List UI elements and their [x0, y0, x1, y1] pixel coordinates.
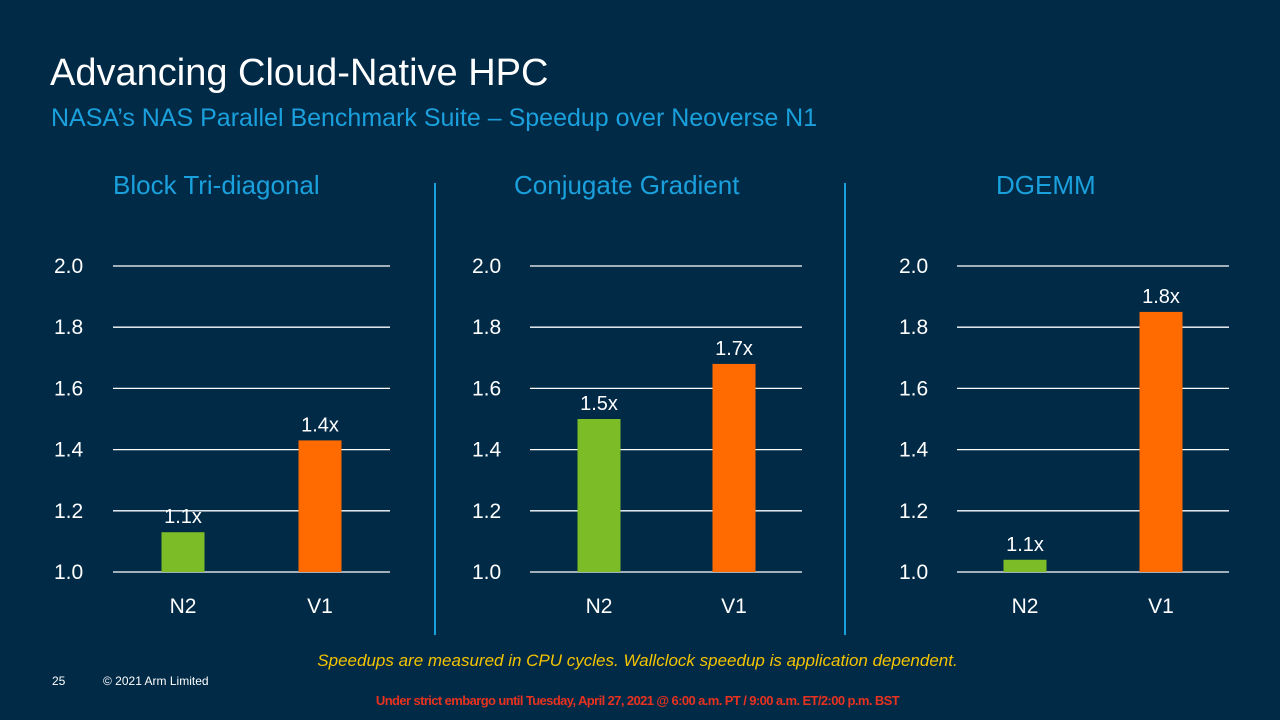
bar-v1: [298, 440, 342, 572]
slide-subtitle: NASA’s NAS Parallel Benchmark Suite – Sp…: [51, 104, 818, 132]
data-label: 1.1x: [1006, 534, 1044, 556]
x-tick-label: N2: [1012, 595, 1039, 618]
y-tick-label: 2.0: [899, 255, 928, 278]
y-tick-label: 1.0: [899, 561, 928, 584]
data-label: 1.1x: [164, 506, 202, 528]
y-tick-label: 1.2: [472, 500, 501, 523]
page-number: 25: [52, 674, 66, 688]
y-tick-label: 1.4: [472, 439, 502, 462]
chart-title-block-tridiagonal: Block Tri-diagonal: [113, 170, 320, 200]
y-tick-label: 1.6: [54, 377, 83, 400]
y-tick-label: 1.8: [54, 316, 83, 339]
y-tick-label: 1.4: [899, 439, 929, 462]
y-tick-label: 1.6: [472, 377, 501, 400]
chart-title-conjugate-gradient: Conjugate Gradient: [514, 170, 740, 200]
y-tick-label: 1.2: [899, 500, 928, 523]
data-label: 1.4x: [301, 414, 339, 436]
y-tick-label: 1.0: [472, 561, 501, 584]
y-tick-label: 1.6: [899, 377, 928, 400]
bar-v1: [1139, 311, 1183, 572]
bar-n2: [577, 419, 621, 572]
y-tick-label: 1.2: [54, 500, 83, 523]
slide-title: Advancing Cloud-Native HPC: [50, 52, 549, 94]
y-tick-label: 1.0: [54, 561, 83, 584]
embargo-notice: Under strict embargo until Tuesday, Apri…: [375, 693, 900, 708]
y-tick-label: 1.8: [899, 316, 928, 339]
footnote: Speedups are measured in CPU cycles. Wal…: [317, 651, 958, 670]
y-tick-label: 2.0: [54, 255, 83, 278]
data-label: 1.5x: [580, 393, 618, 415]
bar-n2: [1003, 559, 1047, 572]
panel-divider-1: [434, 183, 436, 635]
copyright: © 2021 Arm Limited: [103, 674, 209, 688]
x-tick-label: N2: [586, 595, 613, 618]
x-tick-label: V1: [1148, 595, 1174, 618]
panel-divider-2: [844, 183, 846, 635]
chart-dgemm: 1.0 1.2 1.4 1.6 1.8 2.0 1.1x N2 1.8x V1: [899, 255, 1229, 618]
x-tick-label: V1: [307, 595, 333, 618]
y-tick-label: 2.0: [472, 255, 501, 278]
chart-title-dgemm: DGEMM: [996, 170, 1096, 200]
x-tick-label: N2: [170, 595, 197, 618]
data-label: 1.7x: [715, 338, 753, 360]
x-tick-label: V1: [721, 595, 747, 618]
y-tick-label: 1.8: [472, 316, 501, 339]
bar-v1: [712, 363, 756, 572]
bar-n2: [161, 532, 205, 572]
chart-block-tridiagonal: 1.0 1.2 1.4 1.6 1.8 2.0 1.1x N2 1.4x V1: [54, 255, 390, 618]
y-tick-label: 1.4: [54, 439, 84, 462]
data-label: 1.8x: [1142, 286, 1180, 308]
chart-conjugate-gradient: 1.0 1.2 1.4 1.6 1.8 2.0 1.5x N2 1.7x V1: [472, 255, 802, 618]
